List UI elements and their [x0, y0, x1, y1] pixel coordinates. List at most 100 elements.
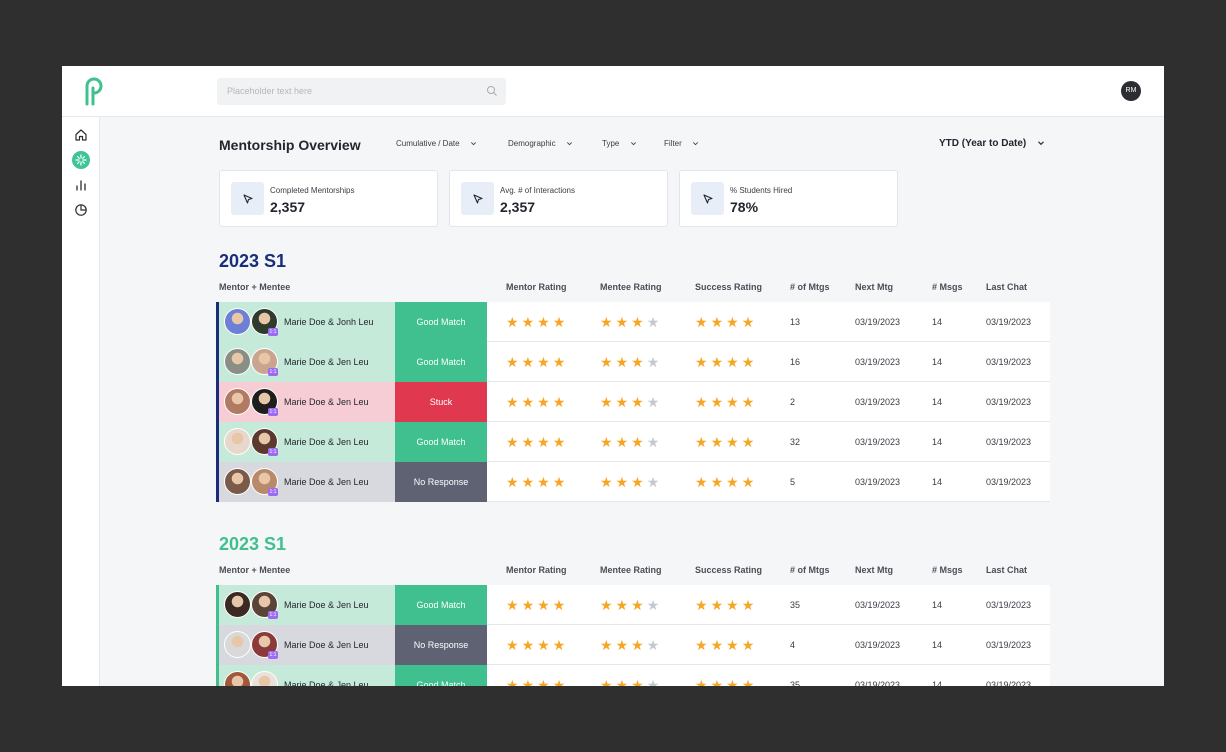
star-filled-icon: ★ — [521, 394, 538, 410]
pair-names: Marie Doe & Jen Leu — [284, 397, 369, 407]
pair-names: Marie Doe & Jonh Leu — [284, 317, 374, 327]
table-row[interactable]: 1:1 Marie Doe & Jonh Leu Good Match ★★★★ ★★★… — [216, 302, 1050, 342]
mentee-avatar[interactable] — [251, 671, 278, 686]
star-filled-icon: ★ — [552, 474, 569, 490]
pair-names: Marie Doe & Jen Leu — [284, 357, 369, 367]
star-filled-icon: ★ — [521, 354, 538, 370]
chevron-down-icon — [1038, 141, 1044, 146]
star-filled-icon: ★ — [506, 677, 522, 686]
column-header-mentor-rating[interactable]: Mentor Rating — [506, 282, 567, 292]
mentor-avatar[interactable] — [224, 671, 251, 686]
search-box[interactable]: Placeholder text here — [217, 78, 506, 105]
status-badge[interactable]: Good Match — [395, 422, 487, 462]
filter-cumulative-dropdown[interactable]: Cumulative / Date — [396, 139, 477, 148]
status-badge[interactable]: No Response — [395, 625, 487, 665]
status-badge[interactable]: No Response — [395, 462, 487, 502]
mentor-avatar[interactable] — [224, 428, 251, 455]
meetings-count: 35 — [790, 680, 801, 686]
column-header-last-chat[interactable]: Last Chat — [986, 565, 1028, 575]
column-header-mtgs[interactable]: # of Mtgs — [790, 565, 830, 575]
column-header-next-mtg[interactable]: Next Mtg — [855, 282, 893, 292]
mentor-avatar[interactable] — [224, 308, 251, 335]
mentor-avatar[interactable] — [224, 468, 251, 495]
star-filled-icon: ★ — [695, 394, 711, 410]
mentor-avatar[interactable] — [224, 388, 251, 415]
mentor-avatar[interactable] — [224, 348, 251, 375]
mentor-avatar[interactable] — [224, 631, 251, 658]
one-on-one-badge: 1:1 — [268, 651, 278, 659]
table-row[interactable]: 1:1 Marie Doe & Jen Leu No Response ★★★★ ★★★… — [216, 625, 1050, 665]
column-header-mentee-rating[interactable]: Mentee Rating — [600, 565, 662, 575]
status-badge[interactable]: Stuck — [395, 382, 487, 422]
star-filled-icon: ★ — [537, 314, 553, 330]
table-row[interactable]: 1:1 Marie Doe & Jen Leu Stuck ★★★★ ★★★★ ★★★★ 2… — [216, 382, 1050, 422]
star-filled-icon: ★ — [552, 314, 569, 330]
column-header-success-rating[interactable]: Success Rating — [695, 282, 763, 292]
column-header-next-mtg[interactable]: Next Mtg — [855, 565, 893, 575]
mentor-avatar[interactable] — [224, 591, 251, 618]
star-empty-icon: ★ — [646, 637, 663, 653]
last-chat-date: 03/19/2023 — [986, 640, 1032, 650]
sidebar-item-reports[interactable] — [72, 201, 90, 219]
sidebar — [62, 117, 100, 686]
dropdown-label: Cumulative / Date — [396, 139, 460, 148]
user-avatar[interactable]: RM — [1121, 81, 1141, 101]
mentee-avatar[interactable] — [251, 468, 278, 495]
star-filled-icon: ★ — [726, 354, 742, 370]
one-on-one-badge: 1:1 — [268, 611, 278, 619]
star-filled-icon: ★ — [726, 474, 742, 490]
column-header-mtgs[interactable]: # of Mtgs — [790, 282, 830, 292]
column-header-success-rating[interactable]: Success Rating — [695, 565, 763, 575]
search-icon[interactable] — [486, 85, 498, 97]
date-range-dropdown[interactable]: YTD (Year to Date) — [939, 138, 1045, 149]
pair-cell[interactable]: 1:1 Marie Doe & Jen Leu — [216, 585, 395, 625]
stat-card-interactions[interactable]: Avg. # of Interactions 2,357 — [449, 170, 668, 227]
star-filled-icon: ★ — [521, 434, 538, 450]
next-meeting-date: 03/19/2023 — [855, 680, 901, 686]
column-header-mentee-rating[interactable]: Mentee Rating — [600, 282, 662, 292]
sidebar-item-home[interactable] — [72, 126, 90, 144]
column-header-pair[interactable]: Mentor + Mentee — [219, 282, 291, 292]
star-filled-icon: ★ — [506, 597, 522, 613]
stat-card-completed[interactable]: Completed Mentorships 2,357 — [219, 170, 438, 227]
search-placeholder: Placeholder text here — [227, 86, 313, 96]
status-badge[interactable]: Good Match — [395, 585, 487, 625]
sidebar-item-analytics[interactable] — [72, 176, 90, 194]
success-rating-stars: ★★★★ — [695, 637, 757, 654]
pair-names: Marie Doe & Jen Leu — [284, 600, 369, 610]
pair-cell[interactable]: 1:1 Marie Doe & Jonh Leu — [216, 302, 395, 342]
sidebar-item-mentorship[interactable] — [72, 151, 90, 169]
column-header-pair[interactable]: Mentor + Mentee — [219, 565, 291, 575]
filter-type-dropdown[interactable]: Type — [602, 139, 637, 148]
filter-demographic-dropdown[interactable]: Demographic — [508, 139, 573, 148]
filter-dropdown[interactable]: Filter — [664, 139, 699, 148]
column-header-mentor-rating[interactable]: Mentor Rating — [506, 565, 567, 575]
column-header-msgs[interactable]: # Msgs — [932, 282, 963, 292]
status-badge[interactable]: Good Match — [395, 342, 487, 382]
stat-value: 2,357 — [500, 199, 536, 215]
column-header-last-chat[interactable]: Last Chat — [986, 282, 1028, 292]
stat-card-hired[interactable]: % Students Hired 78% — [679, 170, 898, 227]
column-header-msgs[interactable]: # Msgs — [932, 565, 963, 575]
star-filled-icon: ★ — [615, 354, 632, 370]
next-meeting-date: 03/19/2023 — [855, 600, 901, 610]
main-content: Mentorship Overview Cumulative / Date De… — [100, 117, 1164, 686]
star-empty-icon: ★ — [646, 597, 663, 613]
table-row[interactable]: 1:1 Marie Doe & Jen Leu No Response ★★★★ ★★★… — [216, 462, 1050, 502]
status-badge[interactable]: Good Match — [395, 302, 487, 342]
brand-logo-icon[interactable] — [82, 76, 106, 106]
success-rating-stars: ★★★★ — [695, 474, 757, 491]
star-filled-icon: ★ — [552, 637, 569, 653]
status-badge[interactable]: Good Match — [395, 665, 487, 686]
last-chat-date: 03/19/2023 — [986, 397, 1032, 407]
